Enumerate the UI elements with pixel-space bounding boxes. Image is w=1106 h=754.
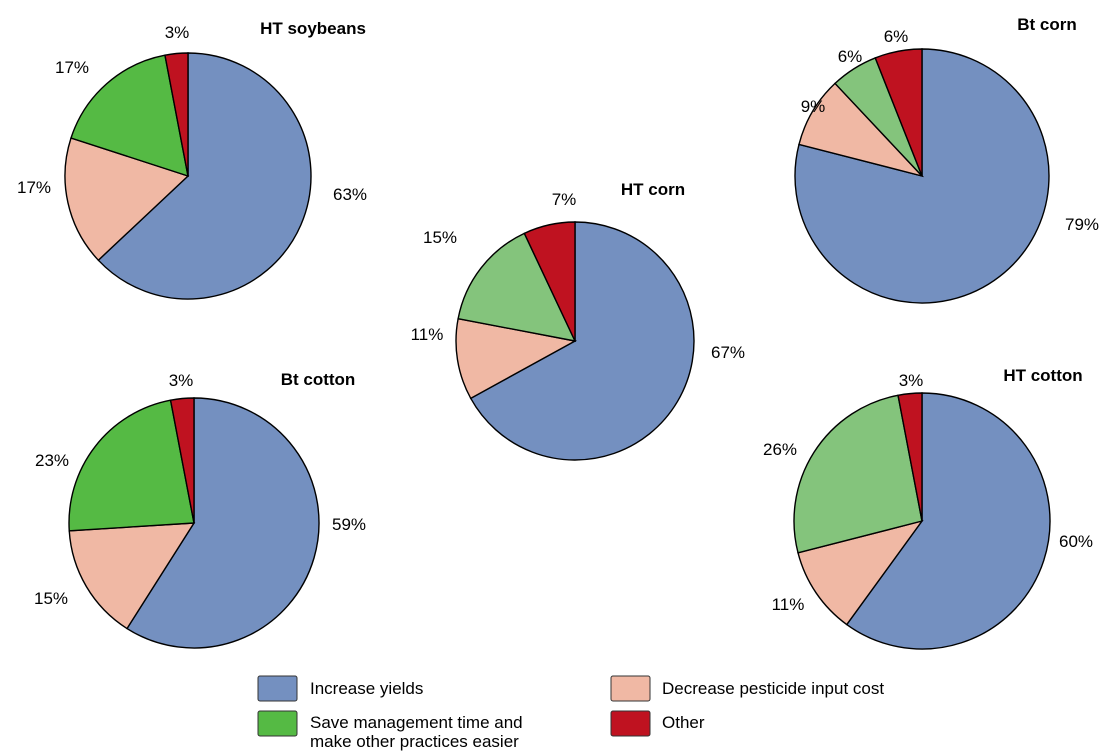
slice-save-time-dark bbox=[70, 54, 189, 178]
slice-label: 6% bbox=[884, 27, 909, 46]
slice-label: 17% bbox=[55, 58, 89, 77]
pie-title: HT cotton bbox=[1003, 366, 1082, 385]
slice-label: 6% bbox=[838, 47, 863, 66]
pie-ht-soybeans: 63% 17% 17% 3% HT soybeans bbox=[17, 19, 367, 300]
slice-increase-yields bbox=[845, 392, 1051, 650]
slice-other bbox=[897, 392, 923, 522]
slice-label: 60% bbox=[1059, 532, 1093, 551]
legend-label: Save management time and bbox=[310, 713, 523, 732]
slice-other bbox=[874, 48, 923, 177]
slice-label: 15% bbox=[423, 228, 457, 247]
slice-label: 63% bbox=[333, 185, 367, 204]
slice-label: 11% bbox=[772, 595, 805, 614]
pie-ht-corn: 67% 11% 15% 7% HT corn bbox=[411, 180, 745, 461]
slice-label: 11% bbox=[411, 325, 444, 344]
slice-label: 3% bbox=[165, 23, 190, 42]
pie-title: HT corn bbox=[621, 180, 685, 199]
slice-label: 67% bbox=[711, 343, 745, 362]
slice-label: 7% bbox=[552, 190, 577, 209]
slice-label: 15% bbox=[34, 589, 68, 608]
slice-other bbox=[523, 221, 576, 342]
legend-item: Increase yields bbox=[257, 675, 423, 702]
legend-label: Decrease pesticide input cost bbox=[662, 679, 884, 698]
slice-increase-yields bbox=[469, 221, 695, 461]
pie-bt-cotton: 59% 15% 23% 3% Bt cotton bbox=[34, 370, 366, 649]
legend-label: Increase yields bbox=[310, 679, 423, 698]
slice-save-time-light bbox=[457, 232, 577, 342]
slice-decrease-pesticide bbox=[455, 317, 578, 400]
slice-label: 23% bbox=[35, 451, 69, 470]
pie-ht-cotton: 60% 11% 26% 3% HT cotton bbox=[763, 366, 1093, 650]
pie-title: Bt corn bbox=[1017, 15, 1077, 34]
slice-decrease-pesticide bbox=[64, 137, 190, 262]
legend-swatch bbox=[257, 710, 298, 737]
legend-item: Decrease pesticide input cost bbox=[610, 675, 884, 702]
slice-increase-yields bbox=[126, 397, 320, 649]
slice-label: 59% bbox=[332, 515, 366, 534]
legend-swatch bbox=[257, 675, 298, 702]
pies-layer: 63% 17% 17% 3% HT soybeans 67% 11% 15% 7% HT corn… bbox=[17, 15, 1099, 650]
slice-save-time-light bbox=[793, 394, 923, 554]
slice-label: 9% bbox=[801, 97, 826, 116]
pie-title: HT soybeans bbox=[260, 19, 366, 38]
slice-label: 3% bbox=[169, 371, 194, 390]
slice-decrease-pesticide bbox=[68, 522, 196, 630]
legend-swatch bbox=[610, 710, 651, 737]
slice-label: 17% bbox=[17, 178, 51, 197]
slice-other bbox=[169, 397, 195, 524]
slice-increase-yields bbox=[97, 52, 312, 300]
pie-bt-corn: 79% 9% 6% 6% Bt corn bbox=[794, 15, 1099, 304]
slice-label: 79% bbox=[1065, 215, 1099, 234]
legend-swatch bbox=[610, 675, 651, 702]
legend: Increase yields Decrease pesticide input … bbox=[257, 675, 884, 751]
slice-label: 3% bbox=[899, 371, 924, 390]
slice-other bbox=[164, 52, 189, 177]
slice-label: 26% bbox=[763, 440, 797, 459]
pie-title: Bt cotton bbox=[281, 370, 356, 389]
legend-label: make other practices easier bbox=[310, 732, 519, 751]
slice-decrease-pesticide bbox=[797, 519, 924, 626]
legend-item: Other bbox=[610, 710, 705, 737]
slice-save-time-dark bbox=[68, 399, 195, 532]
legend-label: Other bbox=[662, 713, 705, 732]
